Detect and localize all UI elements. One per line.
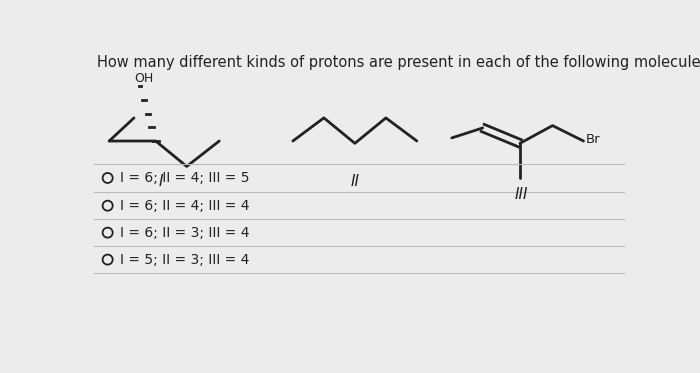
Text: I = 6; II = 4; III = 5: I = 6; II = 4; III = 5 [120, 171, 250, 185]
Text: I = 6; II = 3; III = 4: I = 6; II = 3; III = 4 [120, 226, 250, 239]
Text: II: II [351, 174, 359, 189]
Text: III: III [514, 187, 528, 203]
Text: I: I [159, 174, 163, 189]
Text: I = 5; II = 3; III = 4: I = 5; II = 3; III = 4 [120, 253, 249, 267]
Text: I = 6; II = 4; III = 4: I = 6; II = 4; III = 4 [120, 199, 250, 213]
Text: Br: Br [586, 133, 601, 146]
Text: How many different kinds of protons are present in each of the following molecul: How many different kinds of protons are … [97, 55, 700, 70]
Text: OH: OH [134, 72, 153, 85]
